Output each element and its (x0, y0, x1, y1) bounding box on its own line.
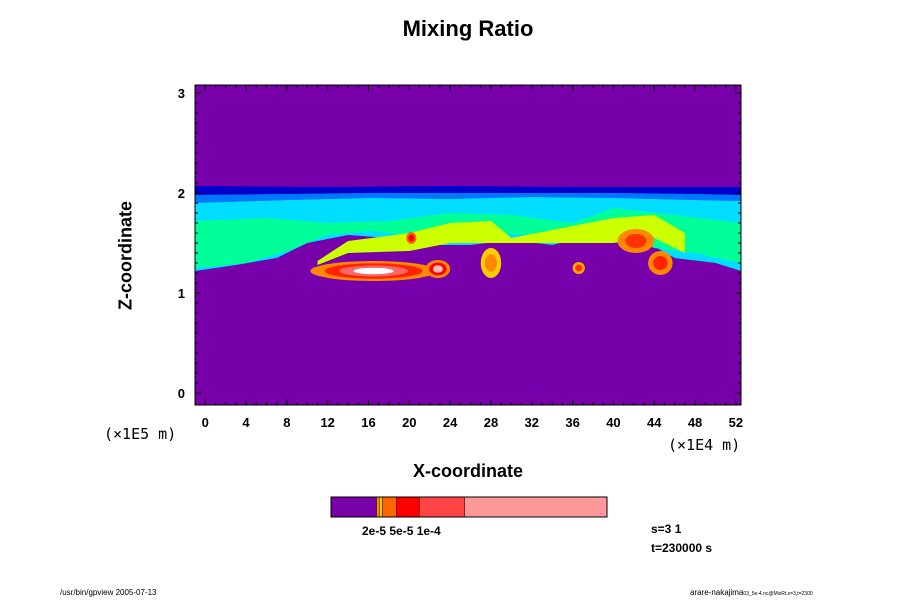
colorbar-segment-1 (376, 497, 380, 517)
y-scale-label: (×1E5 m) (104, 425, 177, 443)
x-tick-label: 8 (283, 415, 290, 430)
maximum-region-5-1 (485, 254, 497, 272)
maximum-region-4-1 (653, 256, 668, 270)
t-label: t=230000 s (651, 541, 713, 555)
x-axis-label: X-coordinate (412, 461, 523, 481)
x-tick-label: 20 (402, 415, 416, 430)
maximum-region-3-1 (625, 234, 647, 248)
field-layer (195, 186, 741, 281)
x-tick-label: 32 (525, 415, 539, 430)
x-tick-label: 0 (202, 415, 209, 430)
contour-level-1 (195, 193, 741, 203)
x-tick-label: 16 (361, 415, 375, 430)
y-tick-label: 2 (178, 186, 185, 201)
x-tick-label: 52 (729, 415, 743, 430)
colorbar-segment-4 (396, 497, 420, 517)
x-tick-label: 48 (688, 415, 702, 430)
colorbar-segment-0 (331, 497, 377, 517)
maximum-region-1-2 (432, 265, 443, 273)
x-tick-label: 36 (565, 415, 579, 430)
chart-title: Mixing Ratio (402, 16, 534, 41)
maximum-region-6-1 (408, 234, 415, 242)
x-tick-label: 28 (484, 415, 498, 430)
contour-level-0 (195, 186, 741, 195)
x-scale-label: (×1E4 m) (668, 436, 741, 454)
footer-right-sub: 03_5e-4.nc@MixRt,s=3,t=2300 (743, 591, 813, 597)
x-tick-label: 24 (443, 415, 458, 430)
colorbar-segment-3 (382, 497, 397, 517)
footer-left: /usr/bin/gpview 2005-07-13 (60, 588, 157, 597)
maximum-region-2-1 (575, 264, 583, 272)
colorbar-segment-5 (419, 497, 465, 517)
x-tick-label: 4 (242, 415, 250, 430)
x-tick-label: 44 (647, 415, 662, 430)
maximum-region-0-3 (353, 267, 394, 275)
colorbar (330, 496, 608, 518)
y-axis: 0 1 2 3 (178, 86, 741, 401)
s-label: s=3 1 (651, 522, 682, 536)
y-axis-label: Z-coordinate (115, 201, 136, 311)
y-tick-label: 0 (178, 386, 185, 401)
footer-right: arare-nakajima03_5e-4.nc@MixRt,s=3,t=230… (690, 588, 813, 597)
colorbar-label: 2e-5 5e-5 1e-4 (362, 524, 441, 538)
footer-right-main: arare-nakajima (690, 588, 744, 597)
plot-frame (194, 84, 742, 406)
contour-level-4 (317, 215, 685, 265)
x-tick-label: 12 (320, 415, 334, 430)
colorbar-segment-2 (379, 497, 383, 517)
y-tick-label: 3 (178, 86, 185, 101)
x-axis: 0 4 8 12 16 20 24 28 32 36 40 44 48 52 (202, 85, 743, 430)
colorbar-segment-6 (464, 497, 607, 517)
y-tick-label: 1 (178, 286, 185, 301)
x-tick-label: 40 (606, 415, 620, 430)
